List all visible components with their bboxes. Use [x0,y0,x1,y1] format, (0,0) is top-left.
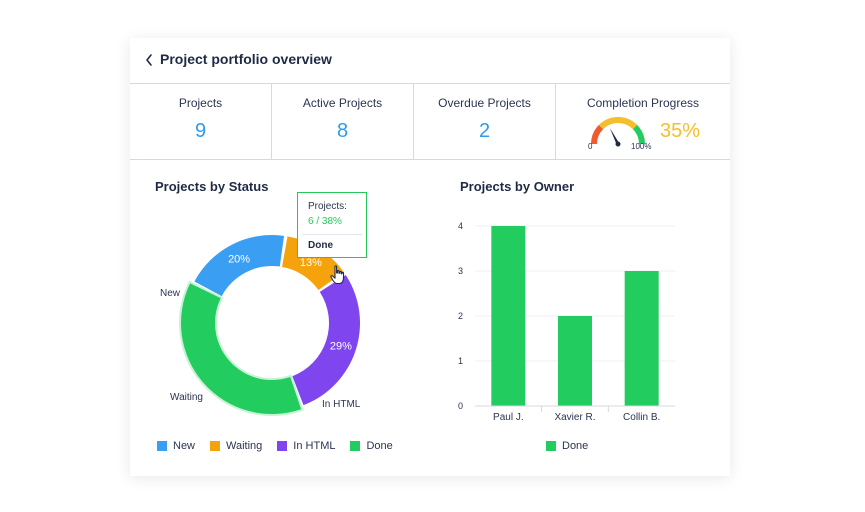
status-chart-title: Projects by Status [155,179,269,194]
gauge-needle [609,127,621,147]
gauge-icon [591,117,645,147]
owner-legend: Done [546,440,588,452]
legend-label: New [173,440,196,452]
legend-label: Done [366,440,393,452]
kpi-label: Completion Progress [586,96,700,110]
legend-item-done[interactable]: Done [546,440,588,452]
kpi-active-projects: Active Projects 8 [272,84,414,159]
legend-item-done[interactable]: Done [350,440,393,452]
legend-swatch [546,441,556,451]
donut-segment-in-html[interactable] [292,275,360,406]
legend-label: In HTML [293,440,336,452]
donut-outer-label-in-html: In HTML [322,399,361,410]
kpi-value: 9 [194,120,207,142]
x-tick-label: Xavier R. [554,412,595,423]
legend-swatch [350,441,361,451]
donut-segment-new[interactable] [194,234,285,297]
kpi-label: Active Projects [302,96,383,110]
legend-label: Waiting [226,440,263,452]
x-tick-label: Collin B. [623,412,660,423]
page-title: Project portfolio overview [160,51,332,67]
tooltip-value: 6 / 38% [308,216,342,227]
legend-item-waiting[interactable]: Waiting [210,440,262,452]
legend-item-in-html[interactable]: In HTML [277,440,335,452]
donut-outer-label-waiting: Waiting [170,392,203,403]
y-tick-label: 2 [458,311,463,321]
legend-swatch [157,441,167,451]
y-tick-label: 1 [458,356,463,366]
donut-segment-done[interactable] [179,280,304,416]
bar [624,271,659,406]
kpi-projects: Projects 9 [130,84,272,159]
kpi-completion-progress: Completion Progress 0 100% 35% [556,84,730,159]
header: Project portfolio overview [130,38,730,84]
dashboard-card: Project portfolio overview Projects 9 Ac… [130,38,730,476]
kpi-value: 2 [478,120,491,142]
gauge-max-label: 100% [631,142,652,151]
chart-tooltip: Projects: 6 / 38% Done [297,192,367,258]
donut-percent-label: 13% [300,257,322,269]
owner-chart-title: Projects by Owner [460,179,575,194]
tooltip-divider [302,234,362,235]
tooltip-status: Done [308,240,333,251]
legend-swatch [210,441,221,451]
kpi-value: 8 [336,120,349,142]
chevron-left-icon[interactable] [144,53,154,67]
tooltip-label: Projects: [308,201,347,212]
kpi-overdue-projects: Overdue Projects 2 [414,84,556,159]
donut-percent-label: 29% [330,340,352,352]
gauge-min-label: 0 [588,142,593,151]
kpi-label: Projects [178,96,223,110]
donut-percent-label: 20% [228,253,250,265]
legend-item-new[interactable]: New [157,440,195,452]
bar [558,316,592,406]
bar [491,226,526,406]
charts-canvas: 20% 13% 29% 0 1 2 3 4 Paul J. Xavier R. Collin B. [179,221,675,423]
y-tick-label: 3 [458,266,463,276]
y-tick-label: 4 [458,221,463,231]
y-tick-label: 0 [458,401,463,411]
legend-label: Done [562,440,589,452]
kpi-label: Overdue Projects [438,96,531,110]
kpi-strip: Projects 9 Active Projects 8 Overdue Pro… [130,84,730,160]
donut-outer-label-new: New [160,288,181,299]
legend-swatch [277,441,288,451]
completion-value: 35% [660,120,701,142]
x-tick-label: Paul J. [493,412,524,423]
status-legend: New Waiting In HTML Done [157,440,393,452]
hand-cursor-icon [330,265,345,285]
